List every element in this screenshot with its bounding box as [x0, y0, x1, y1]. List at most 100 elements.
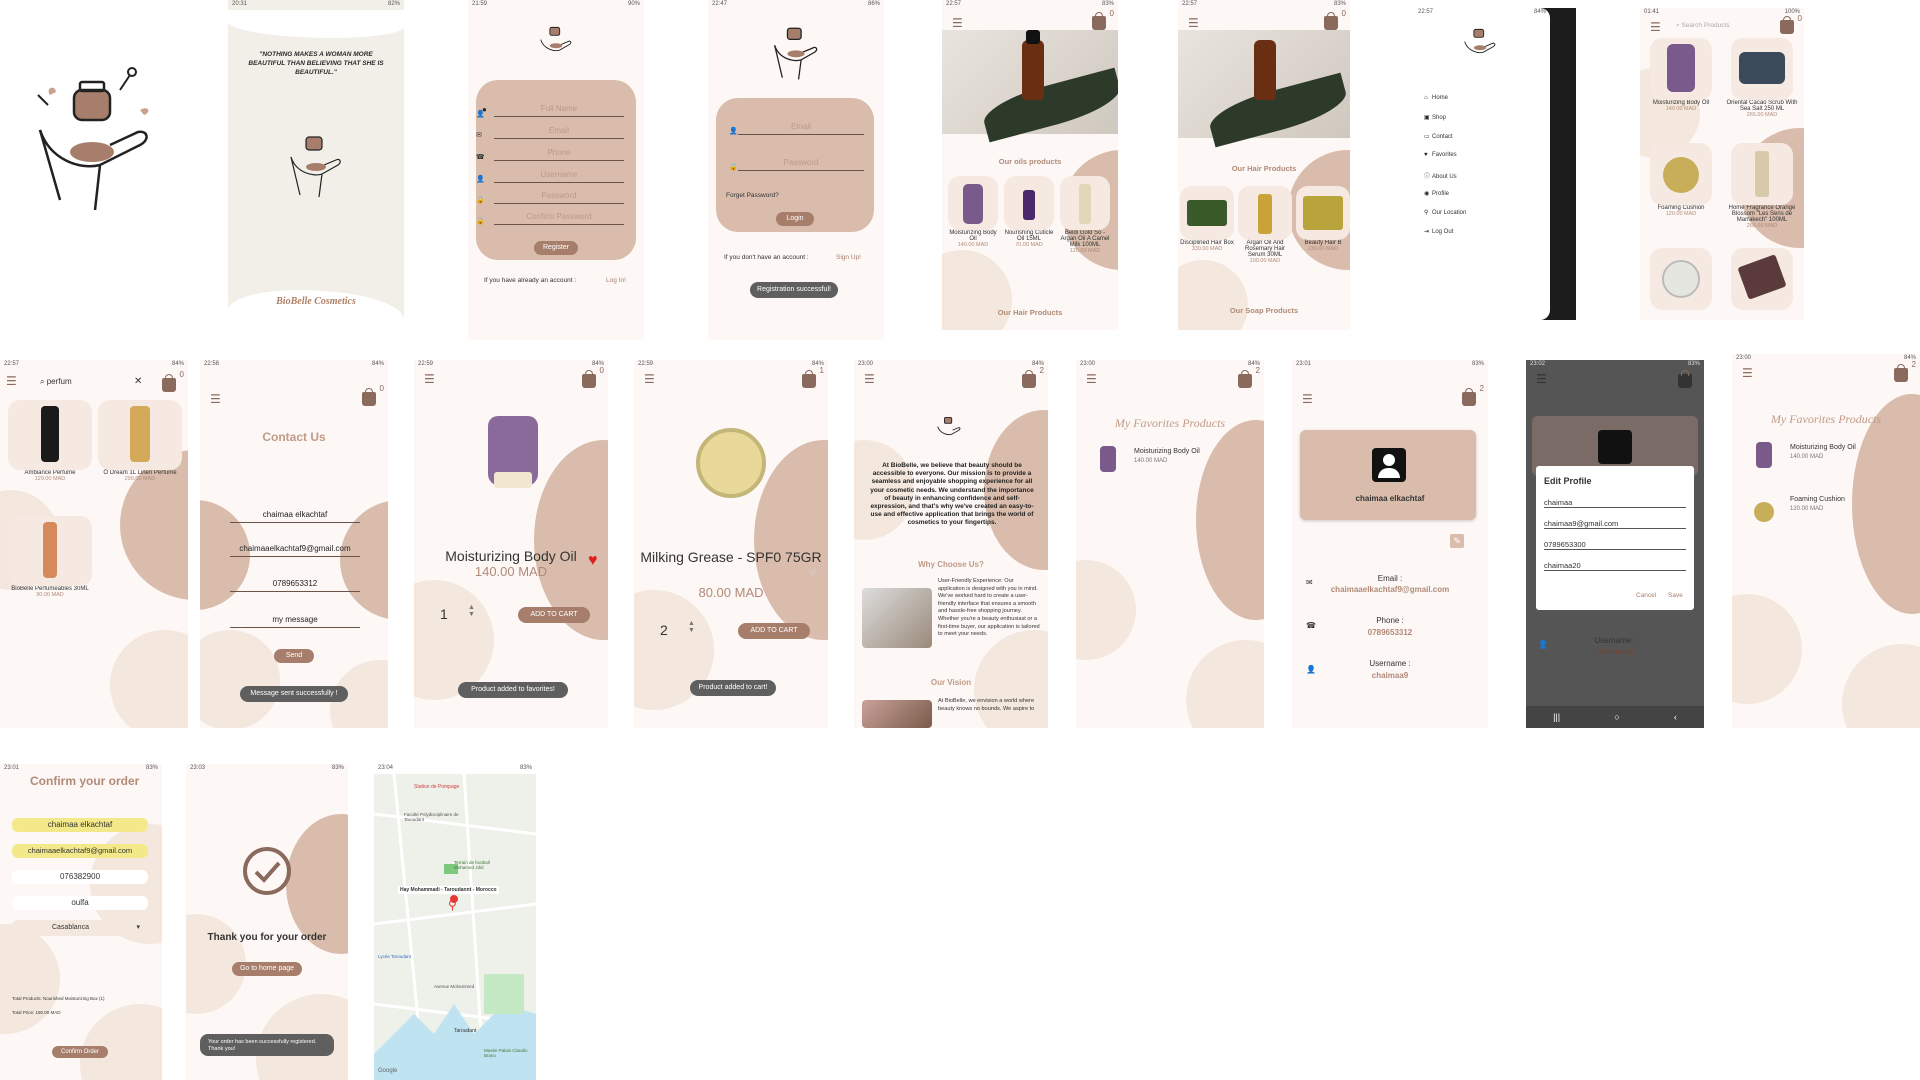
cart-icon[interactable]: [802, 370, 816, 388]
phone-input[interactable]: 076382900: [12, 870, 148, 884]
edit-icon[interactable]: ✎: [1450, 534, 1464, 548]
drawer-item-favorites[interactable]: ♥ Favorites: [1424, 152, 1457, 158]
email-input[interactable]: chaimaaelkachtaf9@gmail.com: [230, 544, 360, 557]
confirm-order-button[interactable]: Confirm Order: [52, 1046, 108, 1058]
signup-link[interactable]: Sign Up!: [836, 254, 861, 261]
drawer-item-profile[interactable]: ◉ Profile: [1424, 191, 1450, 197]
send-button[interactable]: Send: [274, 649, 314, 663]
password-input[interactable]: Password: [738, 158, 864, 171]
drawer-item-logout[interactable]: ⇥ Log Out: [1424, 229, 1454, 235]
search-input[interactable]: ⌕ perfum: [40, 377, 72, 386]
recents-icon[interactable]: |||: [1553, 712, 1561, 722]
product-card[interactable]: Foaming Cushion 120.00 MAD: [1642, 143, 1720, 217]
product-image: [1079, 184, 1091, 224]
favorite-heart-icon[interactable]: ♥: [808, 565, 818, 582]
username-input[interactable]: chaimaa20: [1544, 561, 1686, 571]
favorite-heart-icon[interactable]: ♥: [588, 552, 598, 569]
back-icon[interactable]: ‹: [1673, 712, 1677, 722]
password-input[interactable]: Password: [494, 191, 624, 204]
quantity-stepper[interactable]: ▲ ▼: [688, 620, 695, 634]
username-input[interactable]: Username: [494, 170, 624, 183]
favorite-item-name[interactable]: Moisturizing Body Oil: [1790, 444, 1856, 451]
cancel-button[interactable]: Cancel: [1636, 592, 1657, 599]
menu-icon[interactable]: ☰: [1086, 372, 1097, 386]
menu-icon[interactable]: ☰: [1536, 372, 1547, 386]
menu-icon[interactable]: ☰: [1188, 16, 1199, 30]
name-input[interactable]: chaimaa elkachtaf: [12, 818, 148, 832]
cart-icon[interactable]: [1780, 16, 1794, 34]
cart-icon[interactable]: [582, 370, 596, 388]
menu-icon[interactable]: ☰: [1302, 392, 1313, 406]
cart-icon[interactable]: [162, 374, 176, 392]
product-card[interactable]: Ambiance Perfume 129.00 MAD: [6, 400, 94, 482]
product-card[interactable]: Nourishing Cuticle Oil 15ML 70.00 MAD: [1004, 176, 1054, 248]
email-input[interactable]: chaimaa9@gmail.com: [1544, 519, 1686, 529]
register-button[interactable]: Register: [534, 241, 578, 255]
address-input[interactable]: oulfa: [12, 896, 148, 910]
drawer-item-shop[interactable]: ▣ Shop: [1424, 115, 1447, 121]
product-card[interactable]: Moisturizing Body Oil 140.00 MAD: [1642, 38, 1720, 112]
favorite-item-name[interactable]: Foaming Cushion: [1790, 496, 1845, 503]
cart-icon[interactable]: [1894, 364, 1908, 382]
phone-input[interactable]: 0789653300: [1544, 540, 1686, 550]
full-name-input[interactable]: ● Full Name: [482, 104, 624, 117]
save-button[interactable]: Save: [1668, 592, 1683, 599]
cart-icon[interactable]: [1092, 12, 1106, 30]
cart-icon[interactable]: [362, 388, 376, 406]
menu-icon[interactable]: ☰: [1742, 366, 1753, 380]
phone-input[interactable]: Phone: [494, 148, 624, 161]
confirm-password-input[interactable]: Confirm Password: [494, 212, 624, 225]
email-input[interactable]: chaimaaelkachtaf9@gmail.com: [12, 844, 148, 858]
message-input[interactable]: my message: [230, 615, 360, 628]
map-canvas[interactable]: [374, 774, 536, 1080]
search-input[interactable]: ⌕ Search Products: [1676, 22, 1730, 29]
login-card: [716, 98, 874, 232]
product-card[interactable]: Oriental Cacao Scrub With Sea Salt 250 M…: [1722, 38, 1802, 118]
drawer-item-about[interactable]: ⓘ About Us: [1424, 171, 1457, 180]
login-button[interactable]: Login: [776, 212, 814, 226]
product-card[interactable]: BioBelle Perfumeables 30ML 90.00 MAD: [6, 516, 94, 598]
product-card[interactable]: Moisturizing Body Oil 140.00 MAD: [948, 176, 998, 248]
email-input[interactable]: Email: [494, 126, 624, 139]
menu-icon[interactable]: ☰: [864, 372, 875, 386]
name-input[interactable]: chaimaa elkachtaf: [230, 510, 360, 523]
cart-icon[interactable]: [1022, 370, 1036, 388]
email-input[interactable]: Email: [738, 122, 864, 135]
menu-icon[interactable]: ☰: [210, 392, 221, 406]
forgot-password-link[interactable]: Forget Password?: [726, 192, 779, 199]
city-select[interactable]: Casablanca ▾: [12, 920, 148, 936]
home-circle-icon[interactable]: ○: [1614, 712, 1620, 722]
menu-icon[interactable]: ☰: [424, 372, 435, 386]
product-card[interactable]: [1642, 248, 1720, 310]
product-card[interactable]: [1722, 248, 1802, 310]
menu-icon[interactable]: ☰: [952, 16, 963, 30]
product-card[interactable]: Beauty Hair B 230.00 MAD: [1296, 186, 1350, 252]
product-card[interactable]: Home Fragrance Orange Blossom "Les Sens …: [1722, 143, 1802, 229]
menu-icon[interactable]: ☰: [644, 372, 655, 386]
name-input[interactable]: chaimaa: [1544, 498, 1686, 508]
cart-icon[interactable]: [1678, 370, 1692, 388]
cart-icon[interactable]: [1462, 388, 1476, 406]
favorite-item-name[interactable]: Moisturizing Body Oil: [1134, 448, 1200, 455]
product-card[interactable]: O Dream 1L Linen Perfume 290.00 MAD: [96, 400, 184, 482]
product-card[interactable]: Disciplined Hair Box 330.00 MAD: [1180, 186, 1234, 252]
drawer-item-contact[interactable]: ▭ Contact: [1424, 134, 1453, 140]
menu-icon[interactable]: ☰: [6, 374, 17, 388]
location-pin-icon[interactable]: ⚲: [448, 898, 457, 912]
menu-icon[interactable]: ☰: [1650, 20, 1661, 34]
add-to-cart-button[interactable]: ADD TO CART: [518, 607, 590, 623]
clear-search-icon[interactable]: ✕: [134, 376, 143, 387]
go-home-button[interactable]: Go to home page: [232, 962, 302, 976]
add-to-cart-button[interactable]: ADD TO CART: [738, 623, 810, 639]
login-link[interactable]: Log In!: [606, 277, 626, 284]
drawer-item-home[interactable]: ⌂ Home: [1424, 95, 1449, 101]
drawer-item-location[interactable]: ⚲ Our Location: [1424, 210, 1467, 216]
phone-input[interactable]: 0789653312: [230, 579, 360, 592]
cart-icon[interactable]: [1324, 12, 1338, 30]
cart-icon[interactable]: [1238, 370, 1252, 388]
login-prompt: If you have already an account :: [484, 277, 577, 284]
product-card[interactable]: Argan Oil And Rosemary Hair Serum 30ML 10…: [1238, 186, 1292, 264]
quantity-stepper[interactable]: ▲ ▼: [468, 604, 475, 618]
product-card[interactable]: Beldi Gold So - Argan Oil A Camel Milk 1…: [1060, 176, 1110, 254]
